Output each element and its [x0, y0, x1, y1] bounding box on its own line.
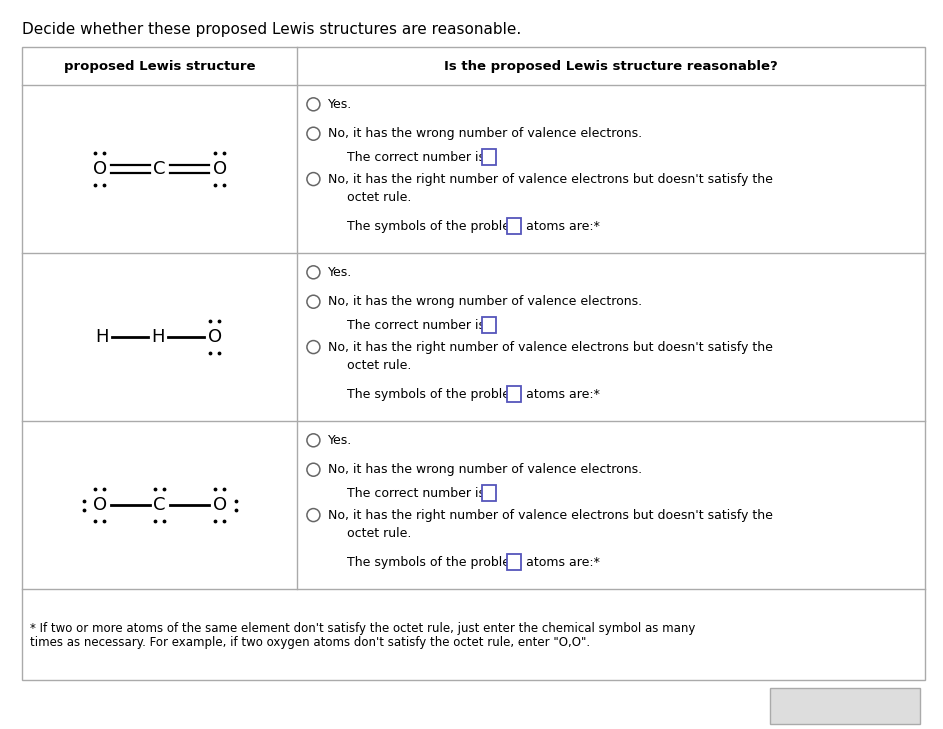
Text: C: C [154, 496, 166, 514]
Text: O: O [92, 160, 107, 178]
Text: Yes.: Yes. [328, 434, 353, 447]
Text: No, it has the right number of valence electrons but doesn't satisfy the: No, it has the right number of valence e… [328, 340, 773, 354]
Text: H: H [95, 328, 108, 346]
Text: Yes.: Yes. [328, 266, 353, 278]
Text: The symbols of the problem atoms are:*: The symbols of the problem atoms are:* [347, 219, 601, 233]
Text: octet rule.: octet rule. [347, 359, 412, 372]
Text: No, it has the right number of valence electrons but doesn't satisfy the: No, it has the right number of valence e… [328, 509, 773, 521]
Text: The correct number is:: The correct number is: [347, 487, 489, 500]
Bar [507, 554, 521, 570]
Bar [770, 688, 920, 724]
Bar [22, 47, 925, 680]
Text: Yes.: Yes. [328, 98, 353, 111]
Text: Is the proposed Lewis structure reasonable?: Is the proposed Lewis structure reasonab… [444, 60, 778, 72]
Text: Decide whether these proposed Lewis structures are reasonable.: Decide whether these proposed Lewis stru… [22, 22, 521, 37]
Text: times as necessary. For example, if two oxygen atoms don't satisfy the octet rul: times as necessary. For example, if two … [30, 636, 590, 649]
Text: No, it has the wrong number of valence electrons.: No, it has the wrong number of valence e… [328, 128, 642, 140]
Text: No, it has the wrong number of valence electrons.: No, it has the wrong number of valence e… [328, 463, 642, 476]
Text: O: O [212, 160, 226, 178]
Text: proposed Lewis structure: proposed Lewis structure [64, 60, 256, 72]
Text: octet rule.: octet rule. [347, 191, 412, 204]
Bar [507, 218, 521, 234]
Bar [483, 317, 496, 333]
Bar [507, 386, 521, 402]
Text: C: C [154, 160, 166, 178]
Text: No, it has the right number of valence electrons but doesn't satisfy the: No, it has the right number of valence e… [328, 173, 773, 186]
Text: ✕: ✕ [813, 698, 826, 714]
Text: octet rule.: octet rule. [347, 527, 412, 540]
Text: The correct number is:: The correct number is: [347, 319, 489, 332]
Text: No, it has the wrong number of valence electrons.: No, it has the wrong number of valence e… [328, 295, 642, 308]
Text: The symbols of the problem atoms are:*: The symbols of the problem atoms are:* [347, 388, 601, 401]
Bar [483, 486, 496, 502]
Text: The correct number is:: The correct number is: [347, 151, 489, 164]
Text: * If two or more atoms of the same element don't satisfy the octet rule, just en: * If two or more atoms of the same eleme… [30, 622, 695, 635]
Text: The symbols of the problem atoms are:*: The symbols of the problem atoms are:* [347, 555, 601, 569]
Text: O: O [212, 496, 226, 514]
Text: O: O [92, 496, 107, 514]
Text: ↩: ↩ [864, 698, 877, 714]
Text: O: O [207, 328, 222, 346]
Bar [483, 149, 496, 165]
Text: H: H [151, 328, 164, 346]
